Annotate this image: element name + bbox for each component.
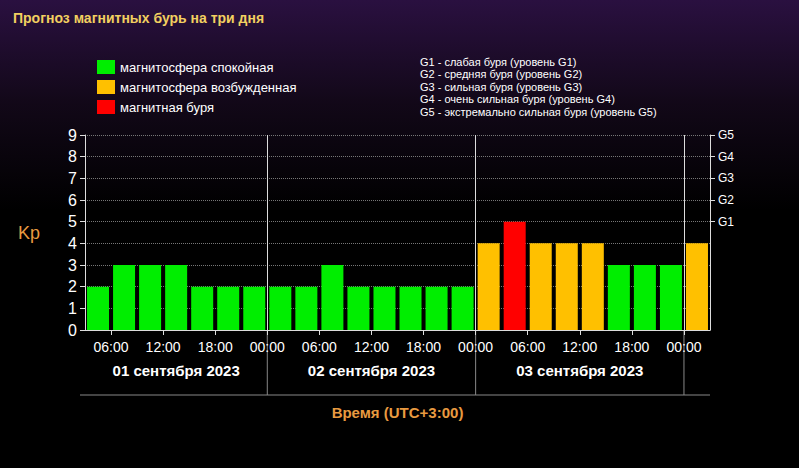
svg-text:8: 8 <box>68 148 77 165</box>
svg-text:5: 5 <box>68 213 77 230</box>
svg-text:01 сентября 2023: 01 сентября 2023 <box>113 362 240 379</box>
svg-text:магнитосфера спокойная: магнитосфера спокойная <box>120 60 273 75</box>
svg-text:G1 - слабая буря (уровень G1): G1 - слабая буря (уровень G1) <box>420 56 576 68</box>
svg-text:18:00: 18:00 <box>614 339 649 355</box>
svg-text:4: 4 <box>68 235 77 252</box>
svg-text:0: 0 <box>68 322 77 339</box>
svg-text:2: 2 <box>68 278 77 295</box>
svg-text:G1: G1 <box>718 215 734 229</box>
svg-text:06:00: 06:00 <box>94 339 129 355</box>
svg-text:G2: G2 <box>718 193 734 207</box>
svg-text:G5 - экстремально сильная буря: G5 - экстремально сильная буря (уровень … <box>420 106 657 118</box>
svg-text:3: 3 <box>68 257 77 274</box>
svg-text:12:00: 12:00 <box>562 339 597 355</box>
svg-text:7: 7 <box>68 170 77 187</box>
svg-text:Время (UTC+3:00): Время (UTC+3:00) <box>332 404 464 421</box>
svg-text:1: 1 <box>68 300 77 317</box>
svg-text:03 сентября 2023: 03 сентября 2023 <box>516 362 643 379</box>
svg-text:12:00: 12:00 <box>146 339 181 355</box>
svg-text:02 сентября 2023: 02 сентября 2023 <box>308 362 435 379</box>
svg-text:G4: G4 <box>718 150 734 164</box>
svg-text:магнитная буря: магнитная буря <box>120 100 214 115</box>
svg-text:9: 9 <box>68 127 77 144</box>
svg-text:06:00: 06:00 <box>510 339 545 355</box>
svg-text:12:00: 12:00 <box>354 339 389 355</box>
svg-text:00:00: 00:00 <box>250 339 285 355</box>
svg-text:G3: G3 <box>718 171 734 185</box>
svg-text:18:00: 18:00 <box>198 339 233 355</box>
svg-text:00:00: 00:00 <box>458 339 493 355</box>
svg-text:06:00: 06:00 <box>302 339 337 355</box>
svg-text:G2 - средняя буря (уровень G2): G2 - средняя буря (уровень G2) <box>420 68 582 80</box>
svg-text:G5: G5 <box>718 128 734 142</box>
svg-text:G4 - очень сильная буря (урове: G4 - очень сильная буря (уровень G4) <box>420 93 615 105</box>
svg-text:6: 6 <box>68 192 77 209</box>
svg-text:Прогноз магнитных бурь на три: Прогноз магнитных бурь на три дня <box>13 10 264 26</box>
svg-text:G3 - сильная буря (уровень G3): G3 - сильная буря (уровень G3) <box>420 81 582 93</box>
svg-text:18:00: 18:00 <box>406 339 441 355</box>
svg-text:00:00: 00:00 <box>666 339 701 355</box>
svg-text:магнитосфера возбужденная: магнитосфера возбужденная <box>120 80 297 95</box>
svg-text:Kp: Kp <box>18 223 40 243</box>
